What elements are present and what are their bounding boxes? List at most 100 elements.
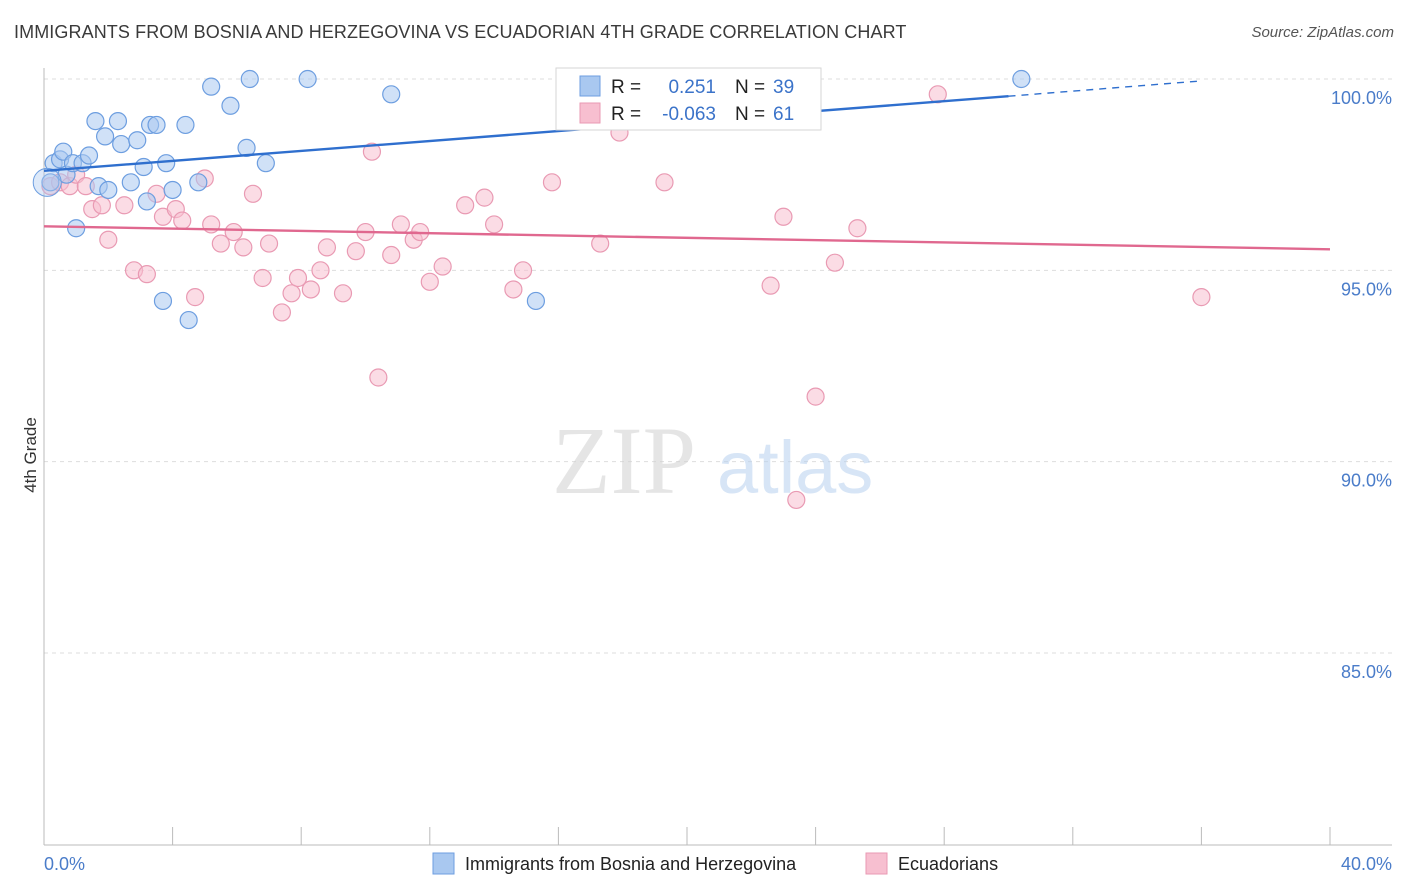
bosnia-point bbox=[298, 69, 317, 89]
legend-bottom-swatch-pink bbox=[865, 852, 888, 875]
legend-r-value-2: -0.063 bbox=[662, 104, 716, 125]
chart-title: IMMIGRANTS FROM BOSNIA AND HERZEGOVINA V… bbox=[14, 22, 907, 42]
legend-r-label-1: R = bbox=[611, 77, 641, 98]
ecuadorians-point bbox=[825, 253, 844, 272]
ecuadorians-point bbox=[333, 284, 353, 303]
ecuadorians-point bbox=[234, 238, 253, 257]
x-tick-label: 40.0% bbox=[1341, 854, 1392, 874]
y-axis-label: 4th Grade bbox=[21, 417, 40, 493]
ecuadorians-point bbox=[137, 265, 156, 284]
ecuadorians-point bbox=[369, 368, 388, 387]
legend-r-label-2: R = bbox=[611, 104, 641, 125]
bosnia-point bbox=[526, 291, 545, 311]
legend-n-value-1: 39 bbox=[773, 77, 794, 98]
ecuadorians-point bbox=[282, 284, 301, 303]
ecuadorians-point bbox=[655, 173, 674, 192]
bosnia-point bbox=[176, 115, 195, 135]
ecuadorians-point bbox=[456, 196, 475, 215]
x-tick-labels: 0.0% 40.0% bbox=[44, 854, 1392, 874]
ecuadorians-point bbox=[433, 257, 452, 276]
bosnia-point bbox=[134, 157, 153, 177]
bosnia-point bbox=[32, 167, 62, 197]
legend-bottom-swatch-blue bbox=[432, 852, 455, 875]
ecuadorians-point bbox=[311, 261, 330, 280]
legend-r-value-1: 0.251 bbox=[668, 77, 716, 98]
legend-bottom-label-blue: Immigrants from Bosnia and Herzegovina bbox=[465, 854, 797, 874]
stats-legend: R = 0.251 N = 39 R = -0.063 N = 61 bbox=[555, 67, 822, 131]
bosnia-point bbox=[221, 96, 240, 115]
bosnia-point bbox=[153, 291, 173, 311]
bosnia-point bbox=[67, 219, 86, 238]
ecuadorians-point bbox=[346, 242, 365, 261]
bosnia-point bbox=[137, 192, 156, 211]
bosnia-point bbox=[79, 146, 99, 165]
ecuadorians-point bbox=[542, 173, 562, 192]
series-legend: Immigrants from Bosnia and Herzegovina E… bbox=[432, 852, 998, 875]
bosnia-point bbox=[147, 115, 166, 135]
trend-line-bosnia-extension bbox=[1008, 80, 1202, 97]
ecuadorians-point bbox=[115, 196, 134, 215]
y-tick-label: 95.0% bbox=[1341, 279, 1392, 299]
x-tick-label: 0.0% bbox=[44, 854, 85, 874]
bosnia-point bbox=[121, 173, 140, 192]
watermark: ZIP atlas bbox=[552, 407, 873, 514]
series-bosnia bbox=[32, 69, 1031, 330]
source-label: Source: ZipAtlas.com bbox=[1251, 24, 1394, 41]
watermark-zip: ZIP bbox=[552, 407, 696, 514]
bosnia-point bbox=[189, 173, 208, 192]
ecuadorians-point bbox=[504, 280, 523, 299]
ecuadorians-point bbox=[173, 211, 192, 230]
axes bbox=[43, 68, 1392, 846]
ecuadorians-point bbox=[513, 261, 533, 280]
bosnia-point bbox=[1012, 69, 1031, 89]
bosnia-point bbox=[41, 173, 60, 192]
bosnia-point bbox=[99, 180, 118, 200]
legend-n-value-2: 61 bbox=[773, 104, 794, 125]
ecuadorians-point bbox=[391, 215, 410, 234]
ecuadorians-point bbox=[211, 234, 230, 253]
ecuadorians-point bbox=[272, 303, 292, 322]
ecuadorians-point bbox=[774, 207, 793, 226]
ecuadorians-point bbox=[288, 268, 308, 288]
legend-n-label-2: N = bbox=[735, 104, 765, 125]
ecuadorians-point bbox=[1192, 288, 1211, 307]
ecuadorians-point bbox=[224, 222, 243, 242]
legend-n-label-1: N = bbox=[735, 77, 765, 98]
ecuadorians-point bbox=[485, 215, 504, 234]
bosnia-point bbox=[237, 138, 256, 157]
bosnia-point bbox=[240, 69, 259, 89]
ecuadorians-point bbox=[787, 490, 806, 510]
legend-swatch-pink bbox=[579, 102, 601, 124]
ecuadorians-point bbox=[253, 268, 272, 288]
ecuadorians-point bbox=[186, 288, 205, 307]
y-tick-label: 85.0% bbox=[1341, 662, 1392, 682]
bosnia-point bbox=[112, 134, 131, 154]
bosnia-point bbox=[256, 154, 275, 173]
grid-lines bbox=[44, 78, 1392, 654]
ecuadorians-point bbox=[382, 245, 401, 265]
bosnia-point bbox=[382, 85, 401, 104]
ecuadorians-point bbox=[301, 280, 320, 299]
ecuadorians-point bbox=[259, 234, 279, 253]
ecuadorians-point bbox=[92, 196, 111, 215]
ecuadorians-point bbox=[317, 238, 337, 257]
bosnia-point bbox=[95, 127, 115, 146]
bosnia-point bbox=[157, 154, 176, 173]
ecuadorians-point bbox=[848, 219, 867, 238]
trend-line-ecuadorians bbox=[43, 225, 1331, 251]
ecuadorians-point bbox=[243, 184, 263, 203]
bosnia-point bbox=[128, 131, 147, 150]
ecuadorians-point bbox=[362, 142, 382, 161]
ecuadorians-point bbox=[99, 230, 118, 249]
bosnia-point bbox=[108, 111, 128, 131]
y-tick-label: 100.0% bbox=[1331, 88, 1392, 108]
ecuadorians-point bbox=[806, 387, 825, 406]
ecuadorians-point bbox=[591, 234, 610, 253]
bosnia-point bbox=[202, 77, 221, 96]
trend-line-bosnia bbox=[43, 95, 1009, 173]
trend-lines bbox=[43, 80, 1331, 251]
bosnia-point bbox=[179, 310, 198, 330]
ecuadorians-point bbox=[420, 272, 439, 291]
legend-bottom-label-pink: Ecuadorians bbox=[898, 854, 998, 874]
